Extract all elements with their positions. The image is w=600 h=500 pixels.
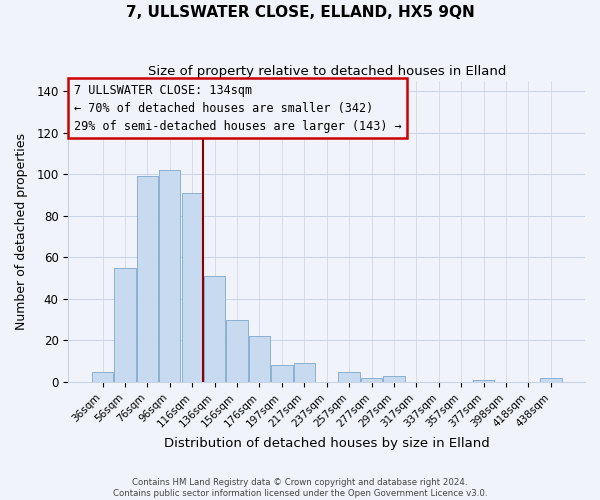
Bar (361, 378, 382, 382)
Bar (137, 176, 158, 382)
Bar (383, 376, 404, 382)
Bar (92, 372, 113, 382)
Title: Size of property relative to detached houses in Elland: Size of property relative to detached ho… (148, 65, 506, 78)
Bar (540, 378, 562, 382)
Bar (338, 372, 360, 382)
Bar (293, 364, 315, 382)
Text: 7 ULLSWATER CLOSE: 134sqm
← 70% of detached houses are smaller (342)
29% of semi: 7 ULLSWATER CLOSE: 134sqm ← 70% of detac… (74, 84, 401, 132)
Bar (182, 193, 203, 382)
Y-axis label: Number of detached properties: Number of detached properties (15, 133, 28, 330)
Bar (159, 170, 181, 382)
X-axis label: Distribution of detached houses by size in Elland: Distribution of detached houses by size … (164, 437, 490, 450)
Bar (473, 380, 494, 382)
Bar (204, 276, 225, 382)
Text: 7, ULLSWATER CLOSE, ELLAND, HX5 9QN: 7, ULLSWATER CLOSE, ELLAND, HX5 9QN (125, 5, 475, 20)
Bar (226, 320, 248, 382)
Bar (115, 268, 136, 382)
Text: Contains HM Land Registry data © Crown copyright and database right 2024.
Contai: Contains HM Land Registry data © Crown c… (113, 478, 487, 498)
Bar (249, 336, 270, 382)
Bar (271, 366, 293, 382)
